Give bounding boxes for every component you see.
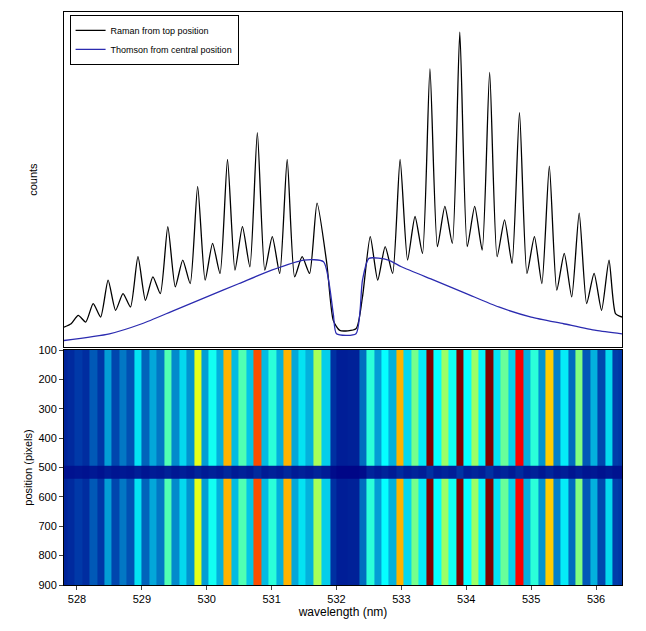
svg-text:Raman from top position: Raman from top position (111, 26, 209, 36)
svg-text:counts: counts (28, 163, 40, 196)
svg-text:531: 531 (262, 593, 280, 605)
svg-text:900: 900 (38, 579, 56, 591)
svg-text:400: 400 (38, 432, 56, 444)
svg-text:528: 528 (68, 593, 86, 605)
svg-text:position (pixels): position (pixels) (22, 429, 34, 505)
svg-text:600: 600 (38, 491, 56, 503)
svg-text:700: 700 (38, 520, 56, 532)
svg-text:Thomson from central position: Thomson from central position (111, 45, 232, 55)
svg-text:532: 532 (327, 593, 345, 605)
svg-text:wavelength (nm): wavelength (nm) (298, 605, 388, 619)
svg-text:530: 530 (198, 593, 216, 605)
svg-text:535: 535 (522, 593, 540, 605)
svg-text:200: 200 (38, 373, 56, 385)
svg-text:800: 800 (38, 549, 56, 561)
svg-text:100: 100 (38, 344, 56, 356)
svg-text:500: 500 (38, 461, 56, 473)
svg-text:533: 533 (392, 593, 410, 605)
svg-text:536: 536 (587, 593, 605, 605)
svg-text:300: 300 (38, 403, 56, 415)
svg-text:529: 529 (133, 593, 151, 605)
svg-text:534: 534 (457, 593, 475, 605)
